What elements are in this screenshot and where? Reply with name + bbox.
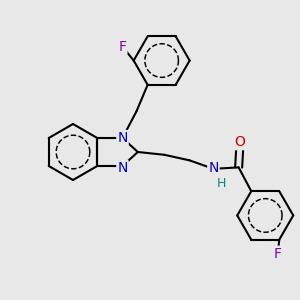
Text: F: F [118,40,126,54]
Text: H: H [216,177,226,190]
Text: N: N [208,161,219,175]
Text: O: O [235,135,245,149]
Text: N: N [117,161,128,175]
Text: F: F [274,247,282,261]
Text: N: N [117,131,128,145]
